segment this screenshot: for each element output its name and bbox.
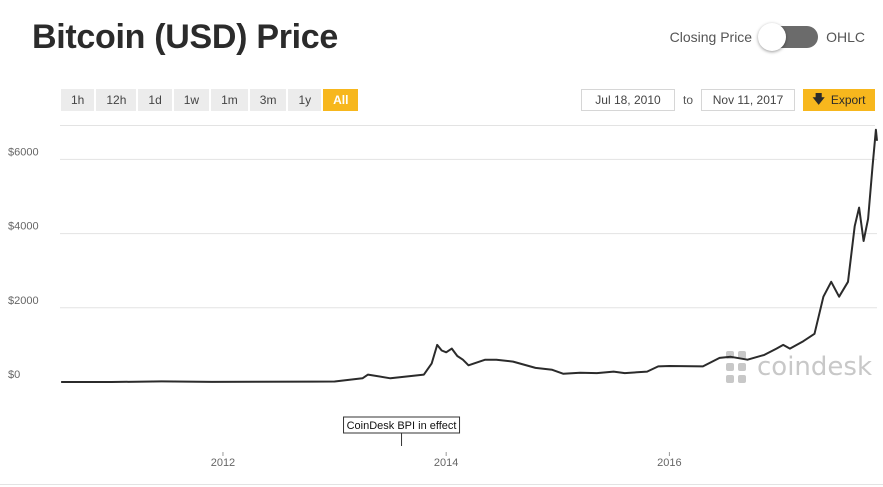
- x-tick-label: 2012: [211, 457, 235, 469]
- price-mode-toggle-group: Closing Price OHLC: [669, 23, 865, 51]
- grid-lines: [60, 158, 877, 309]
- range-button-1m[interactable]: 1m: [211, 89, 248, 111]
- x-tick-label: 2014: [434, 457, 458, 469]
- y-tick-label: $6000: [8, 146, 39, 158]
- coindesk-watermark: coindesk: [726, 351, 872, 383]
- y-axis-ticks: $0 $2000 $4000 $6000: [8, 146, 39, 381]
- x-axis-ticks: 2012 2014 2016: [211, 452, 682, 469]
- annotation-marker[interactable]: CoinDesk BPI in effect: [343, 416, 461, 446]
- y-tick-label: $4000: [8, 221, 39, 233]
- export-button[interactable]: 🡇 Export: [803, 89, 875, 111]
- annotation-text: CoinDesk BPI in effect: [347, 420, 457, 432]
- chart-top-rule: [60, 125, 875, 126]
- closing-price-label: Closing Price: [669, 29, 753, 45]
- range-button-1y[interactable]: 1y: [288, 89, 322, 111]
- chart-bottom-rule: [0, 484, 883, 485]
- toggle-knob[interactable]: [758, 23, 787, 51]
- date-to-label: to: [682, 93, 693, 107]
- export-button-label: Export: [830, 93, 866, 107]
- range-button-all[interactable]: All: [323, 89, 359, 111]
- price-mode-toggle[interactable]: [758, 23, 819, 51]
- y-tick-label: $0: [8, 369, 20, 381]
- page-title: Bitcoin (USD) Price: [32, 18, 339, 56]
- start-date-input[interactable]: [580, 89, 675, 111]
- coindesk-logo-icon: [726, 351, 746, 383]
- ohlc-label: OHLC: [826, 29, 865, 45]
- watermark-text: coindesk: [757, 352, 872, 382]
- end-date-input[interactable]: [701, 89, 795, 111]
- date-range-controls: to 🡇 Export: [580, 89, 875, 111]
- annotation-box: [343, 416, 461, 434]
- x-tick-label: 2016: [657, 457, 681, 469]
- range-button-1w[interactable]: 1w: [173, 89, 210, 111]
- time-range-buttons: 1h 12h 1d 1w 1m 3m 1y All: [61, 89, 359, 111]
- y-tick-label: $2000: [8, 295, 39, 307]
- range-button-1d[interactable]: 1d: [138, 89, 172, 111]
- range-button-12h[interactable]: 12h: [96, 89, 137, 111]
- download-arrow-icon: 🡇: [812, 91, 825, 106]
- range-button-1h[interactable]: 1h: [61, 89, 95, 111]
- price-series-line: [61, 128, 878, 383]
- range-button-3m[interactable]: 3m: [249, 89, 287, 111]
